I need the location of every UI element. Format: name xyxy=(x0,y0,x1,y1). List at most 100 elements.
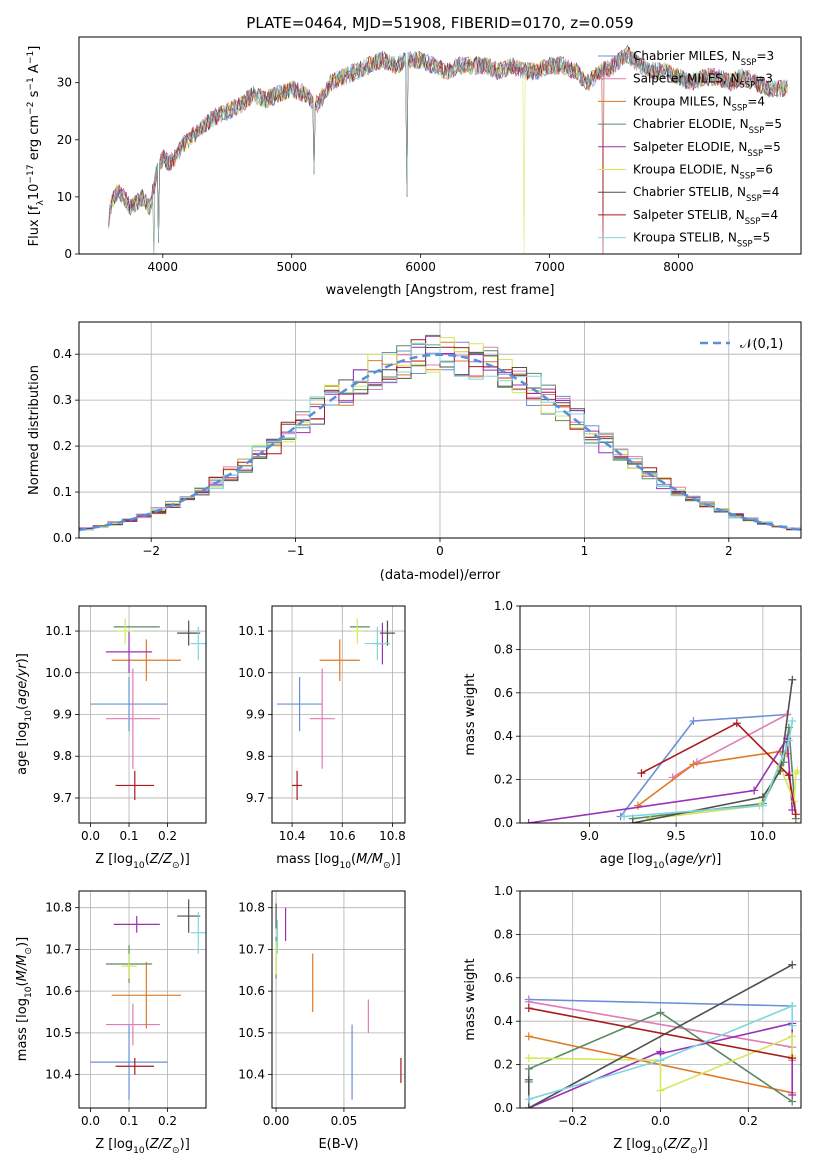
y-tick-label: 9.9 xyxy=(53,708,72,722)
x-tick-label: 1 xyxy=(581,544,589,558)
x-axis-label: Z [log10(Z/Z⊙)] xyxy=(95,852,190,871)
y-axis-label: age [log10(age/yr)] xyxy=(15,653,34,775)
y-tick-label: 0.0 xyxy=(494,816,513,830)
y-tick-label: 9.7 xyxy=(246,791,265,805)
y-tick-label: 9.7 xyxy=(53,791,72,805)
y-tick-label: 10.1 xyxy=(238,624,265,638)
y-tick-label: 10.4 xyxy=(238,1068,265,1082)
y-tick-label: 0.0 xyxy=(494,1101,513,1115)
y-tick-label: 0.8 xyxy=(494,927,513,941)
y-tick-label: 0 xyxy=(64,247,72,261)
mass-weight-point xyxy=(620,812,629,821)
mass-weight-point xyxy=(788,1054,797,1063)
mass-weight-point xyxy=(689,717,698,726)
y-axis-label: mass weight xyxy=(463,673,478,755)
mass-weight-point xyxy=(689,760,698,769)
y-tick-label: 0.2 xyxy=(494,773,513,787)
spectrum-line xyxy=(108,49,788,243)
plot-area xyxy=(275,903,402,1100)
legend-entry: Kroupa ELODIE, NSSP=6 xyxy=(633,163,773,181)
axes-frame xyxy=(271,890,406,1109)
x-tick-label: 9.5 xyxy=(667,829,686,843)
legend-entry: Salpeter ELODIE, NSSP=5 xyxy=(633,140,781,158)
plot-area xyxy=(524,960,797,1108)
mass-weight-point xyxy=(524,1054,533,1063)
x-tick-label: 0.1 xyxy=(119,1114,138,1128)
mass-weight-point xyxy=(750,786,759,795)
x-tick-label: 6000 xyxy=(405,260,436,274)
axes-frame xyxy=(519,890,802,1109)
legend-entry: Salpeter STELIB, NSSP=4 xyxy=(633,208,778,226)
y-tick-label: 10.5 xyxy=(45,1026,72,1040)
mass-weight-point xyxy=(524,1075,533,1084)
mass-weight-point xyxy=(628,819,637,823)
y-tick-label: 20 xyxy=(57,133,72,147)
mass-weight-point xyxy=(524,1064,533,1073)
mass-weight-point xyxy=(524,819,533,823)
legend-entry: Chabrier STELIB, NSSP=4 xyxy=(633,185,779,203)
y-tick-label: 0.4 xyxy=(53,347,72,361)
y-tick-label: 10.5 xyxy=(238,1026,265,1040)
mass-weight-point xyxy=(791,810,800,819)
mass-weight-series xyxy=(624,720,794,818)
axes-frame xyxy=(78,36,802,255)
x-tick-label: 10.0 xyxy=(749,829,776,843)
x-tick-label: 0.00 xyxy=(263,1114,290,1128)
axes-grid xyxy=(79,606,206,823)
y-tick-label: 0.2 xyxy=(53,439,72,453)
residual-histogram-panel: −2 −1 0 1 2 0.0 0.1 0.2 0.3 0.4 (data-model)/error… xyxy=(27,321,802,583)
axes-grid xyxy=(79,891,206,1108)
y-axis-label: Normed distribution xyxy=(27,365,42,495)
mass-weight-point xyxy=(524,1032,533,1041)
axes-grid xyxy=(272,606,405,823)
mass-weight-vs-metallicity-panel: −0.2 0.0 0.2 0.0 0.2 0.4 0.6 0.8 1.0 Z [log10(Z/Z… xyxy=(463,884,802,1156)
y-tick-label: 0.0 xyxy=(53,531,72,545)
plot-area xyxy=(524,675,801,823)
y-tick-label: 0.1 xyxy=(53,485,72,499)
y-tick-label: 10.7 xyxy=(45,942,72,956)
axes-frame xyxy=(519,605,802,824)
mass-weight-point xyxy=(788,1090,797,1099)
plot-area xyxy=(90,618,206,801)
legend: 𝒩(0,1) xyxy=(700,337,783,352)
legend: Chabrier MILES, NSSP=3 Salpeter MILES, NS… xyxy=(598,49,782,249)
y-tick-label: 0.6 xyxy=(494,971,513,985)
x-axis-label: (data-model)/error xyxy=(380,568,501,583)
x-tick-label: 0 xyxy=(436,544,444,558)
mass-weight-series xyxy=(641,722,797,815)
y-tick-label: 0.6 xyxy=(494,686,513,700)
mass-weight-point xyxy=(784,736,793,745)
x-tick-label: 9.0 xyxy=(580,829,599,843)
mass-weight-series xyxy=(528,1004,793,1101)
x-tick-label: −1 xyxy=(287,544,305,558)
x-tick-label: −2 xyxy=(142,544,160,558)
age-vs-metallicity-panel: 0.0 0.1 0.2 9.7 9.8 9.9 10.0 10.1 Z [log10(Z/Z⊙)… xyxy=(15,605,207,871)
axes-frame xyxy=(271,605,406,824)
mass-weight-point xyxy=(788,1021,797,1030)
normal-curve xyxy=(79,353,801,532)
mass-weight-point xyxy=(788,1032,797,1041)
x-axis-label: mass [log10(M/M⊙)] xyxy=(276,852,400,871)
y-tick-label: 0.2 xyxy=(494,1058,513,1072)
x-tick-label: 2 xyxy=(725,544,733,558)
y-axis-label: Flux [fλ10−17 erg cm−2 s−1 A−1] xyxy=(26,46,46,247)
y-tick-label: 0.4 xyxy=(494,729,513,743)
x-tick-label: 0.0 xyxy=(81,1114,100,1128)
y-tick-label: 10.4 xyxy=(45,1068,72,1082)
plot-area xyxy=(90,899,206,1100)
plot-area xyxy=(277,618,395,801)
axes-grid xyxy=(520,605,801,824)
x-tick-label: 0.2 xyxy=(158,829,177,843)
y-tick-label: 10.8 xyxy=(238,901,265,915)
y-tick-label: 10.7 xyxy=(238,942,265,956)
y-tick-label: 0.8 xyxy=(494,642,513,656)
x-tick-label: 0.1 xyxy=(119,829,138,843)
y-tick-label: 1.0 xyxy=(494,884,513,898)
mass-weight-point xyxy=(788,1002,797,1011)
mass-weight-series xyxy=(528,735,794,823)
mass-weight-series xyxy=(528,1011,793,1103)
mass-weight-point xyxy=(524,1104,533,1108)
mass-weight-point xyxy=(656,1056,665,1065)
y-tick-label: 0.4 xyxy=(494,1014,513,1028)
